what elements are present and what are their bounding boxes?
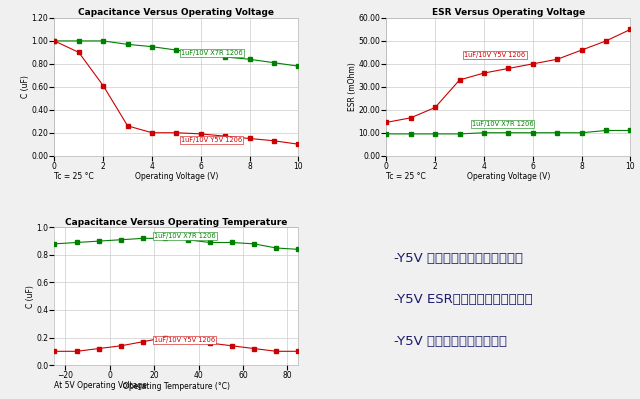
Text: -Y5V 电容値随温度而变化大: -Y5V 电容値随温度而变化大	[394, 335, 507, 348]
Text: 1uF/10V Y5V 1206: 1uF/10V Y5V 1206	[181, 137, 243, 143]
Title: Capacitance Versus Operating Temperature: Capacitance Versus Operating Temperature	[65, 217, 287, 227]
Text: 1uF/10V X7R 1206: 1uF/10V X7R 1206	[154, 233, 216, 239]
Text: 1uF/10V X7R 1206: 1uF/10V X7R 1206	[181, 50, 243, 56]
Text: 1uF/10V Y5V 1206: 1uF/10V Y5V 1206	[154, 337, 216, 343]
Text: 1uF/10V Y5V 1206: 1uF/10V Y5V 1206	[465, 52, 525, 58]
Text: -Y5V ESR値随工作电压而变化大: -Y5V ESR値随工作电压而变化大	[394, 293, 532, 306]
Text: -Y5V 电容値随工作电压而变化大: -Y5V 电容値随工作电压而变化大	[394, 252, 523, 265]
Y-axis label: C (uF): C (uF)	[20, 75, 30, 98]
X-axis label: Operating Voltage (V): Operating Voltage (V)	[135, 172, 218, 181]
Y-axis label: ESR (mOhm): ESR (mOhm)	[348, 63, 357, 111]
Text: Tc = 25 °C: Tc = 25 °C	[54, 172, 94, 181]
Title: ESR Versus Operating Voltage: ESR Versus Operating Voltage	[432, 8, 585, 17]
Title: Capacitance Versus Operating Voltage: Capacitance Versus Operating Voltage	[79, 8, 275, 17]
Y-axis label: C (uF): C (uF)	[26, 285, 35, 308]
Text: 1uF/10V X7R 1206: 1uF/10V X7R 1206	[472, 121, 533, 127]
Text: Tc = 25 °C: Tc = 25 °C	[387, 172, 426, 181]
X-axis label: Operating Voltage (V): Operating Voltage (V)	[467, 172, 550, 181]
X-axis label: Operating Temperature (°C): Operating Temperature (°C)	[123, 382, 230, 391]
Text: At 5V Operating Voltage: At 5V Operating Voltage	[54, 381, 147, 390]
